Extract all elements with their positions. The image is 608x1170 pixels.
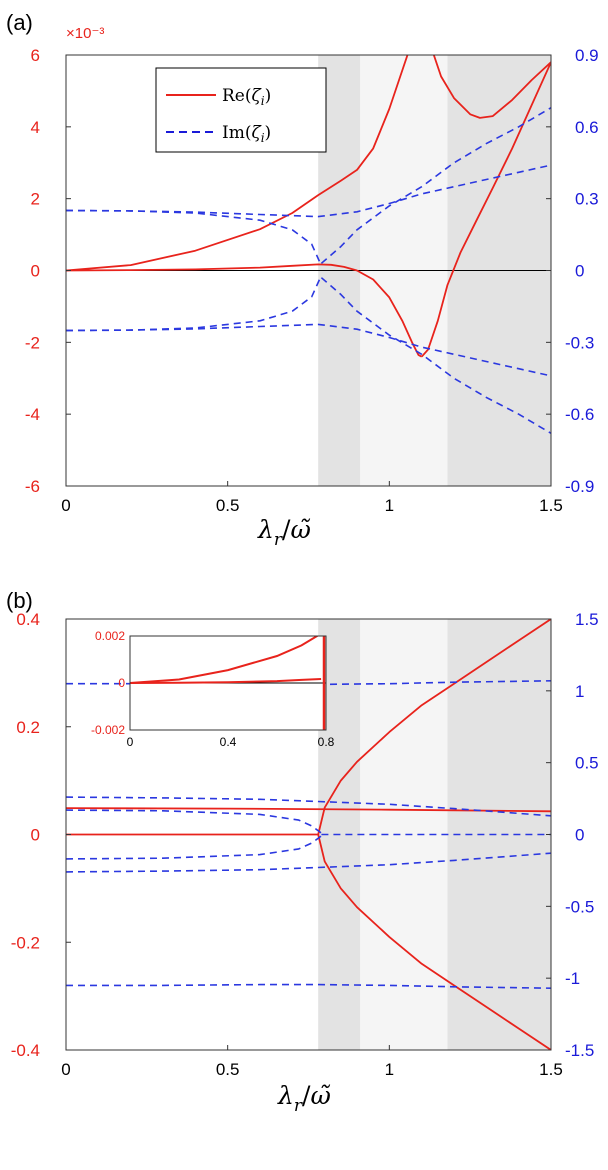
panel-b-right-tick-1: 1 <box>575 682 584 701</box>
panel-b-series-6 <box>66 796 551 817</box>
panel-a: (a) ×10⁻³ 0 0.5 1 1.5 6 4 2 0 -2 -4 -6 0.9 0.6 0.3 0 -0… <box>6 10 599 550</box>
panel-b-x-label: λr/ω̃ <box>277 1081 331 1116</box>
panel-a-left-tick-4: -2 <box>25 333 40 352</box>
panel-b-right-tick-2: 0.5 <box>575 754 599 773</box>
panel-a-right-tick-3: 0 <box>575 262 584 281</box>
panel-b-series-2 <box>66 807 551 813</box>
panel-b: (b) 0 0.5 1 1.5 0.4 0.2 0 -0.2 -0.4 1.5 1 0.5 0 -0.5 -… <box>6 588 599 1116</box>
panel-a-left-tick-3: 0 <box>31 262 40 281</box>
panel-b-left-tick-1: 0.2 <box>16 718 40 737</box>
panel-b-right-tick-4: -0.5 <box>565 897 594 916</box>
panel-a-series-2 <box>66 263 423 358</box>
panel-a-label: (a) <box>6 10 33 35</box>
panel-b-right-tick-6: -1.5 <box>565 1041 594 1060</box>
panel-b-series-5 <box>66 983 551 989</box>
inset-x-tick-0: 0 <box>127 735 134 749</box>
panel-b-series-8 <box>66 809 322 834</box>
panel-a-series-1 <box>432 55 551 119</box>
panel-b-shaded-region-2 <box>447 619 551 1050</box>
inset-series-0 <box>130 636 320 684</box>
panel-b-left-tick-2: 0 <box>31 826 40 845</box>
panel-a-x-tick-0: 0 <box>61 496 70 515</box>
panel-b-label: (b) <box>6 588 33 613</box>
legend-box <box>155 67 327 153</box>
legend: Re(ζi) Im(ζi) <box>155 67 327 153</box>
panel-b-right-tick-0: 1.5 <box>575 610 599 629</box>
inset-frame <box>129 635 327 731</box>
panel-a-series-9 <box>320 277 551 434</box>
panel-b-series-1 <box>317 834 551 1050</box>
panel-a-x-tick-3: 1.5 <box>539 496 563 515</box>
panel-a-right-tick-6: -0.9 <box>565 477 594 496</box>
panel-a-left-tick-5: -4 <box>25 405 40 424</box>
inset-series-1 <box>130 678 322 684</box>
panel-a-scale-label: ×10⁻³ <box>66 25 104 42</box>
panel-a-series-8 <box>320 107 551 264</box>
panel-a-x-label: λr/ω̃ <box>257 515 311 550</box>
panel-b-left-tick-0: 0.4 <box>16 610 40 629</box>
panel-b-left-tick-4: -0.4 <box>11 1041 40 1060</box>
panel-b-series-9 <box>66 835 322 860</box>
legend-re-label: Re(ζi) <box>222 86 271 108</box>
panel-a-series-4 <box>66 209 323 267</box>
panel-a-left-tick-2: 2 <box>31 190 40 209</box>
inset-y-tick-1: 0 <box>118 676 125 690</box>
panel-a-series-5 <box>66 274 323 332</box>
panel-b-left-tick-3: -0.2 <box>11 933 40 952</box>
panel-b-x-tick-1: 0.5 <box>216 1060 240 1079</box>
panel-b-series-0 <box>317 619 551 835</box>
inset-y-tick-2: -0.002 <box>91 723 125 737</box>
panel-a-series-3 <box>421 61 551 358</box>
panel-b-x-tick-2: 1 <box>385 1060 394 1079</box>
panel-a-series-0 <box>66 55 409 272</box>
panel-b-x-tick-3: 1.5 <box>539 1060 563 1079</box>
panel-a-right-tick-2: 0.3 <box>575 190 599 209</box>
panel-b-right-tick-3: 0 <box>575 826 584 845</box>
panel-a-right-tick-5: -0.6 <box>565 405 594 424</box>
panel-a-left-tick-1: 4 <box>31 118 40 137</box>
panel-b-series-7 <box>66 852 551 873</box>
panel-a-right-tick-0: 0.9 <box>575 46 599 65</box>
panel-a-x-tick-1: 0.5 <box>216 496 240 515</box>
panel-a-left-tick-0: 6 <box>31 46 40 65</box>
legend-im-label: Im(ζi) <box>222 123 271 145</box>
panel-a-left-tick-6: -6 <box>25 477 40 496</box>
panel-a-x-tick-2: 1 <box>385 496 394 515</box>
panel-a-right-tick-4: -0.3 <box>565 333 594 352</box>
inset-x-tick-1: 0.4 <box>220 735 237 749</box>
inset-y-tick-0: 0.002 <box>95 629 125 643</box>
panel-b-x-tick-0: 0 <box>61 1060 70 1079</box>
panel-b-right-tick-5: -1 <box>565 969 580 988</box>
panel-a-right-tick-1: 0.6 <box>575 118 599 137</box>
inset-x-tick-2: 0.8 <box>318 735 335 749</box>
